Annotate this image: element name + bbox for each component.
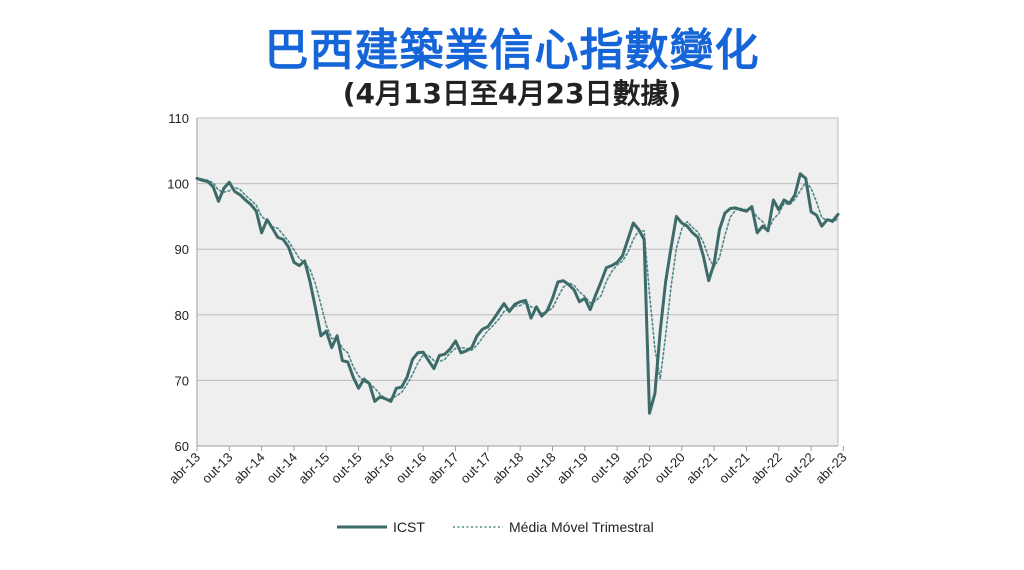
plot-area [197, 118, 838, 446]
x-tick-label: out-17 [457, 450, 494, 487]
y-tick-label: 100 [167, 177, 189, 192]
x-tick-label: abr-23 [812, 450, 849, 487]
series-group [195, 172, 840, 415]
x-tick-label: abr-21 [683, 450, 720, 487]
x-tick-label: out-20 [651, 450, 688, 487]
y-tick-label: 80 [175, 308, 189, 323]
x-tick-label: abr-17 [424, 450, 461, 487]
x-tick-label: out-21 [716, 450, 753, 487]
x-tick-label: out-19 [587, 450, 624, 487]
y-tick-label: 60 [175, 439, 189, 454]
y-tick-label: 90 [175, 242, 189, 257]
x-tick-label: out-18 [522, 450, 559, 487]
x-tick-label: abr-19 [554, 450, 591, 487]
x-tick-label: abr-13 [166, 450, 203, 487]
x-tick-label: abr-18 [489, 450, 526, 487]
x-tick-label: abr-20 [618, 450, 655, 487]
legend-label: Média Móvel Trimestral [509, 519, 654, 535]
chart-subtitle: (4月13日至4月23日數據) [342, 77, 682, 110]
y-tick-label: 110 [168, 111, 189, 126]
legend-label: ICST [393, 519, 425, 535]
x-tick-label: out-14 [263, 450, 300, 487]
chart-title: 巴西建築業信心指數變化 [264, 25, 760, 76]
x-tick-label: abr-15 [295, 450, 332, 487]
series-line-icst [195, 172, 840, 415]
x-tick-label: out-22 [781, 450, 818, 487]
x-tick-label: abr-16 [360, 450, 397, 487]
x-tick-label: out-13 [199, 450, 236, 487]
y-tick-label: 70 [175, 373, 189, 388]
y-axis: 60 70 80 90 100 110 [167, 111, 839, 454]
x-tick-label: abr-14 [231, 450, 268, 487]
x-axis: abr-13out-13abr-14out-14abr-15out-15abr-… [166, 445, 850, 487]
x-tick-label: out-16 [393, 450, 430, 487]
x-tick-label: abr-22 [748, 450, 785, 487]
legend: ICST Média Móvel Trimestral [337, 519, 654, 535]
x-tick-label: out-15 [328, 450, 365, 487]
